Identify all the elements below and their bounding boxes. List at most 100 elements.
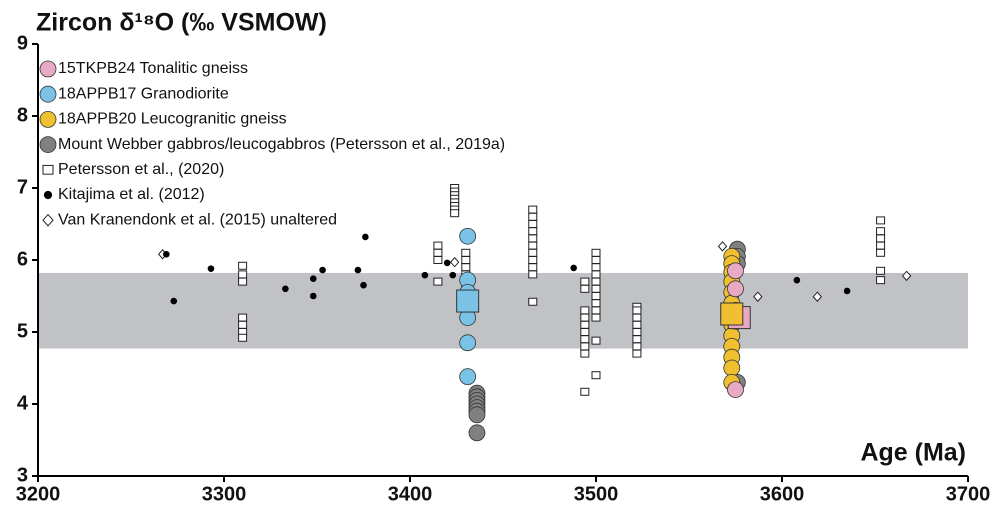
data-point	[901, 270, 912, 282]
x-axis-label: Age (Ma)	[860, 439, 966, 467]
legend-label: 15TKPB24 Tonalitic gneiss	[58, 60, 248, 77]
data-point	[528, 220, 538, 228]
legend-marker	[42, 164, 54, 175]
data-point	[528, 205, 538, 214]
legend-marker	[43, 190, 53, 200]
data-point	[717, 241, 728, 252]
data-point	[632, 306, 642, 315]
legend-marker	[39, 60, 57, 78]
data-point	[632, 328, 642, 336]
data-point	[163, 250, 170, 258]
data-point	[459, 368, 477, 386]
data-point	[528, 227, 538, 236]
data-point	[876, 234, 886, 243]
legend-label: Petersson et al., (2020)	[58, 161, 224, 178]
data-point	[309, 292, 317, 300]
data-point	[591, 270, 601, 279]
data-point	[468, 406, 486, 424]
data-point	[443, 259, 451, 267]
data-point	[591, 292, 601, 300]
data-point	[812, 291, 823, 302]
data-point	[591, 313, 601, 322]
legend-marker	[39, 85, 57, 103]
data-point	[591, 256, 601, 264]
y-tick-label: 7	[17, 176, 28, 198]
data-point	[528, 263, 538, 272]
data-point	[591, 336, 601, 345]
data-point	[433, 277, 443, 286]
data-point	[449, 271, 457, 279]
data-point	[591, 263, 601, 272]
y-tick-label: 3	[17, 464, 28, 486]
legend-marker	[39, 136, 57, 154]
x-tick-label: 3500	[574, 483, 619, 505]
data-point	[876, 248, 886, 257]
mean-marker	[456, 289, 480, 313]
data-point	[238, 261, 248, 270]
data-point	[528, 234, 538, 243]
data-point	[354, 266, 362, 274]
data-point	[468, 424, 486, 442]
data-point	[580, 313, 590, 322]
x-tick-label: 3600	[760, 483, 805, 505]
data-point	[459, 227, 477, 245]
y-tick-label: 4	[17, 392, 29, 414]
data-point	[238, 320, 248, 329]
data-point	[461, 248, 471, 257]
data-point	[632, 335, 642, 344]
y-tick-label: 5	[17, 320, 28, 342]
data-point	[570, 264, 577, 272]
data-point	[591, 248, 601, 257]
data-point	[632, 320, 642, 329]
data-point	[360, 281, 367, 289]
data-point	[632, 349, 642, 358]
reference-band	[38, 272, 968, 349]
y-tick-label: 9	[17, 32, 28, 54]
data-point	[591, 306, 601, 315]
data-point	[580, 284, 590, 293]
data-point	[170, 297, 178, 305]
y-tick-label: 8	[17, 104, 28, 126]
data-point	[319, 266, 326, 274]
x-tick-label: 3300	[202, 483, 247, 505]
data-point	[793, 276, 801, 284]
data-point	[591, 299, 601, 308]
data-point	[591, 371, 601, 380]
data-point	[433, 256, 443, 264]
data-point	[753, 291, 763, 302]
data-point	[580, 320, 590, 329]
data-point	[282, 285, 289, 293]
data-point	[461, 263, 471, 272]
data-point	[461, 256, 471, 264]
data-point	[580, 328, 590, 336]
data-point	[309, 275, 317, 283]
legend-label: Kitajima et al. (2012)	[58, 186, 205, 203]
data-point	[528, 256, 538, 264]
data-point	[528, 297, 538, 306]
data-point	[459, 334, 477, 352]
data-point	[528, 241, 538, 250]
data-point	[433, 241, 443, 250]
data-point	[591, 277, 601, 286]
chart-title: Zircon δ¹⁸O (‰ VSMOW)	[36, 9, 327, 37]
data-point	[528, 212, 538, 221]
data-point	[421, 271, 429, 279]
data-point	[580, 387, 590, 396]
data-point	[843, 287, 851, 295]
data-point	[238, 270, 248, 279]
data-point	[207, 265, 215, 272]
data-point	[580, 277, 590, 286]
data-point	[580, 306, 590, 315]
legend-marker	[42, 213, 54, 227]
data-point	[528, 270, 538, 279]
data-point	[632, 342, 642, 351]
data-point	[632, 313, 642, 322]
data-point	[876, 227, 886, 236]
x-tick-label: 3400	[388, 483, 433, 505]
data-point	[727, 262, 744, 280]
data-point	[580, 342, 590, 351]
data-point	[580, 335, 590, 344]
data-point	[876, 276, 886, 285]
legend-marker	[39, 111, 57, 128]
